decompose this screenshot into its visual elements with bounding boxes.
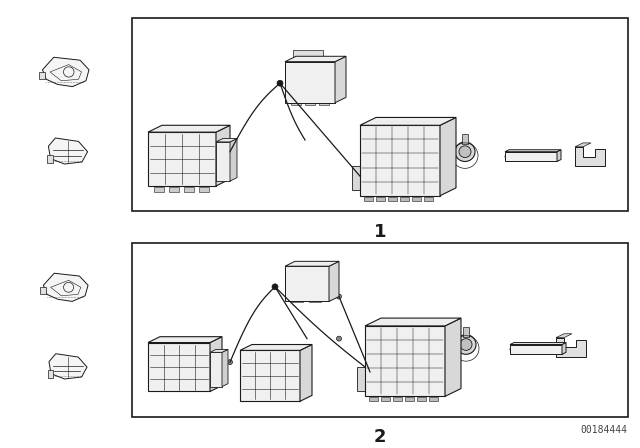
Polygon shape: [562, 343, 566, 354]
Bar: [393, 397, 402, 401]
Bar: [154, 187, 164, 192]
Polygon shape: [285, 266, 329, 302]
Polygon shape: [440, 117, 456, 196]
Bar: [352, 166, 362, 190]
Polygon shape: [575, 147, 605, 166]
Polygon shape: [505, 150, 561, 152]
Circle shape: [277, 80, 283, 86]
Bar: [305, 78, 315, 89]
Bar: [305, 93, 315, 105]
Bar: [47, 370, 53, 379]
Bar: [39, 72, 45, 79]
Polygon shape: [510, 343, 566, 345]
Polygon shape: [216, 125, 230, 186]
Polygon shape: [148, 343, 210, 392]
Bar: [357, 367, 367, 391]
Polygon shape: [556, 338, 586, 357]
Circle shape: [337, 336, 342, 341]
Bar: [463, 327, 469, 337]
Polygon shape: [575, 143, 591, 147]
Bar: [417, 397, 426, 401]
Polygon shape: [556, 334, 572, 338]
Polygon shape: [210, 352, 222, 387]
Circle shape: [459, 146, 471, 158]
Polygon shape: [42, 57, 89, 86]
Bar: [184, 187, 194, 192]
Bar: [291, 93, 301, 105]
Polygon shape: [222, 349, 228, 387]
Bar: [388, 197, 397, 201]
Circle shape: [227, 360, 232, 365]
Circle shape: [460, 339, 472, 350]
Polygon shape: [505, 152, 557, 161]
Polygon shape: [240, 345, 312, 350]
Bar: [309, 279, 321, 289]
Bar: [291, 279, 303, 289]
Polygon shape: [240, 350, 300, 401]
Circle shape: [510, 345, 518, 353]
Bar: [412, 197, 421, 201]
Bar: [376, 197, 385, 201]
Polygon shape: [148, 337, 222, 343]
Polygon shape: [510, 345, 562, 354]
Polygon shape: [230, 138, 237, 181]
Bar: [199, 187, 209, 192]
Polygon shape: [148, 125, 230, 132]
Polygon shape: [365, 318, 461, 326]
Text: 2: 2: [374, 428, 387, 446]
Polygon shape: [210, 337, 222, 392]
Polygon shape: [49, 138, 88, 164]
Circle shape: [337, 294, 342, 299]
Bar: [132, 243, 628, 417]
Polygon shape: [557, 150, 561, 161]
Circle shape: [455, 142, 475, 161]
Circle shape: [554, 345, 562, 353]
Polygon shape: [148, 132, 216, 186]
Circle shape: [505, 153, 513, 160]
Polygon shape: [365, 326, 445, 396]
Polygon shape: [216, 142, 230, 181]
Bar: [462, 134, 468, 144]
Polygon shape: [360, 125, 440, 196]
Circle shape: [272, 284, 278, 290]
Bar: [319, 93, 329, 105]
Bar: [369, 397, 378, 401]
Polygon shape: [360, 117, 456, 125]
Bar: [169, 187, 179, 192]
Circle shape: [227, 149, 232, 154]
Polygon shape: [445, 318, 461, 396]
Bar: [429, 397, 438, 401]
Polygon shape: [335, 56, 346, 103]
Bar: [40, 287, 45, 294]
Text: 1: 1: [374, 223, 387, 241]
Polygon shape: [300, 345, 312, 401]
Polygon shape: [49, 354, 87, 379]
Bar: [424, 197, 433, 201]
Bar: [400, 197, 409, 201]
Bar: [364, 197, 373, 201]
Circle shape: [549, 153, 557, 160]
Bar: [132, 17, 628, 211]
Polygon shape: [210, 349, 228, 352]
Polygon shape: [216, 138, 237, 142]
Bar: [309, 293, 321, 302]
Bar: [47, 155, 52, 164]
Circle shape: [456, 335, 476, 354]
Bar: [405, 397, 414, 401]
Bar: [291, 78, 301, 89]
Polygon shape: [285, 261, 339, 266]
Bar: [381, 397, 390, 401]
Polygon shape: [44, 273, 88, 302]
Bar: [293, 51, 323, 58]
Polygon shape: [285, 56, 346, 62]
Polygon shape: [329, 261, 339, 302]
Bar: [291, 293, 303, 302]
Text: 00184444: 00184444: [580, 425, 627, 435]
Polygon shape: [285, 62, 335, 103]
Bar: [319, 78, 329, 89]
